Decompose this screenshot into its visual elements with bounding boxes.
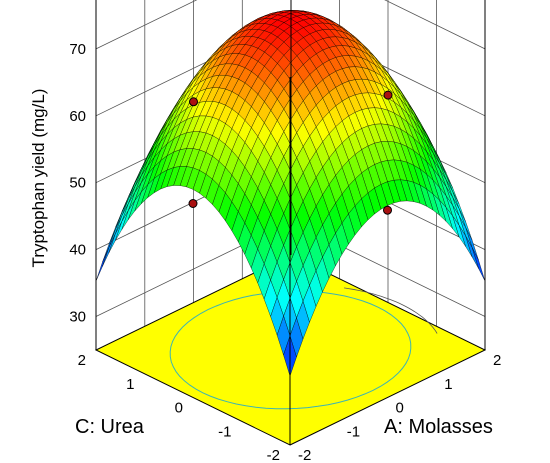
y-tick-label: 2 bbox=[78, 352, 86, 369]
z-tick-label: 70 bbox=[69, 41, 86, 58]
y-axis-title: C: Urea bbox=[75, 416, 145, 438]
z-tick-label: 40 bbox=[69, 242, 86, 259]
y-tick-label: 1 bbox=[126, 376, 134, 393]
design-point bbox=[189, 97, 198, 107]
z-tick-label: 30 bbox=[69, 309, 86, 326]
x-tick-label: 2 bbox=[493, 352, 501, 369]
x-tick-label: 1 bbox=[444, 376, 452, 393]
design-points bbox=[188, 90, 393, 215]
contour-line bbox=[344, 287, 438, 334]
design-point bbox=[383, 205, 392, 215]
design-point bbox=[188, 199, 198, 208]
z-axis-title: Tryptophan yield (mg/L) bbox=[29, 89, 48, 268]
x-tick-label: -2 bbox=[298, 447, 311, 463]
gridline bbox=[95, 0, 486, 50]
y-tick-label: 0 bbox=[175, 400, 183, 417]
x-tick-label: -1 bbox=[347, 423, 360, 440]
z-tick-label: 50 bbox=[69, 175, 86, 192]
z-tick-label: 60 bbox=[69, 108, 86, 125]
y-tick-label: -2 bbox=[267, 447, 280, 463]
response-surface bbox=[95, 10, 486, 377]
box-frame bbox=[95, 0, 486, 445]
y-tick-label: -1 bbox=[218, 423, 231, 440]
design-point bbox=[383, 90, 393, 100]
x-tick-label: 0 bbox=[396, 400, 404, 417]
x-axis-title: A: Molasses bbox=[384, 416, 493, 438]
